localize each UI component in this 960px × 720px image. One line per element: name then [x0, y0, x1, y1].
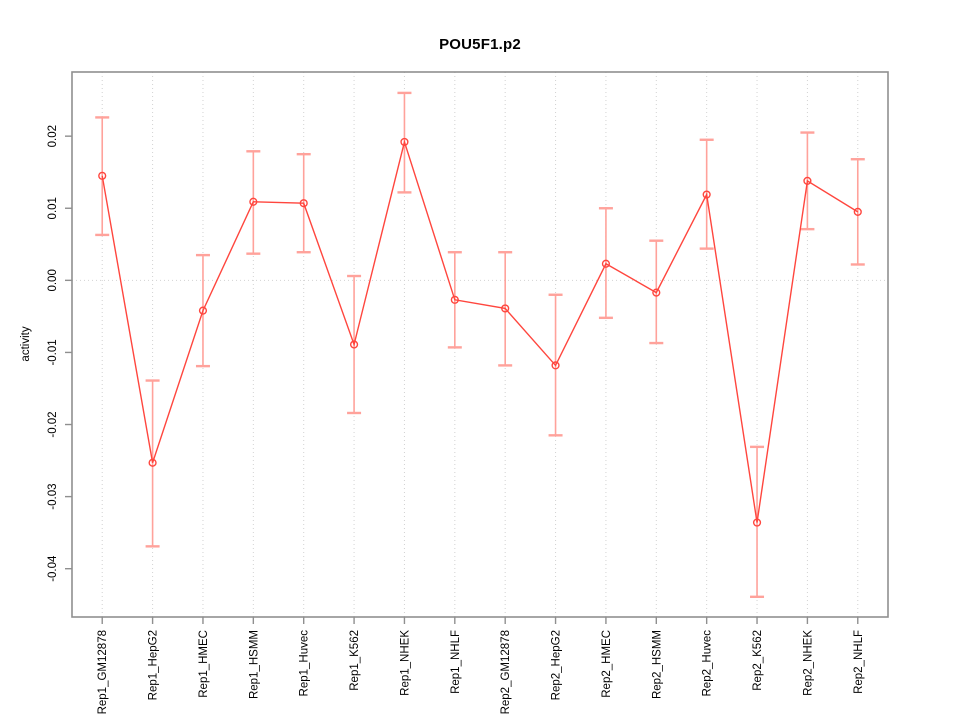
- data-point: [198, 306, 208, 315]
- data-point: [249, 197, 258, 206]
- data-point: [98, 171, 107, 180]
- x-tick-label: Rep2_HMEC: [601, 630, 613, 698]
- y-tick-label: 0.00: [47, 269, 59, 291]
- data-point: [450, 295, 459, 304]
- x-tick-label: Rep1_NHEK: [399, 630, 411, 696]
- data-point: [299, 199, 308, 208]
- x-tick-label: Rep2_HSMM: [651, 630, 663, 699]
- x-tick-label: Rep2_NHLF: [853, 630, 865, 694]
- data-point: [551, 361, 560, 370]
- x-tick-label: Rep1_NHLF: [450, 630, 462, 694]
- y-tick-label: 0.02: [47, 125, 59, 147]
- x-tick-label: Rep2_K562: [752, 630, 764, 691]
- data-point: [853, 207, 862, 216]
- plot-frame: [71, 71, 889, 618]
- x-tick-label: Rep1_HepG2: [148, 630, 160, 700]
- x-tick-label: Rep2_NHEK: [802, 630, 814, 696]
- data-point: [702, 190, 711, 199]
- data-point: [601, 259, 611, 268]
- data-point: [148, 458, 157, 467]
- data-point: [803, 176, 812, 185]
- x-tick-label: Rep2_GM12878: [500, 630, 512, 714]
- data-point: [349, 340, 359, 349]
- chart-title: POU5F1.p2: [439, 36, 521, 53]
- x-tick-label: Rep1_HMEC: [198, 630, 210, 698]
- x-tick-label: Rep2_Huvec: [702, 630, 714, 697]
- data-point: [400, 137, 409, 147]
- x-tick-label: Rep1_Huvec: [299, 630, 311, 697]
- y-tick-label: -0.04: [47, 555, 59, 582]
- x-tick-label: Rep2_HepG2: [551, 630, 563, 700]
- y-axis-title: activity: [20, 326, 32, 362]
- series-line: [101, 139, 859, 523]
- data-point: [501, 304, 510, 313]
- x-tick-label: Rep1_GM12878: [97, 630, 109, 714]
- y-tick-label: -0.01: [47, 339, 59, 365]
- x-tick-label: Rep1_HSMM: [248, 630, 260, 699]
- y-tick-label: -0.03: [47, 484, 59, 510]
- y-tick-label: -0.02: [47, 411, 59, 437]
- data-point: [652, 288, 661, 297]
- y-tick-label: 0.01: [47, 197, 59, 219]
- x-tick-label: Rep1_K562: [349, 630, 361, 691]
- data-point: [752, 518, 762, 527]
